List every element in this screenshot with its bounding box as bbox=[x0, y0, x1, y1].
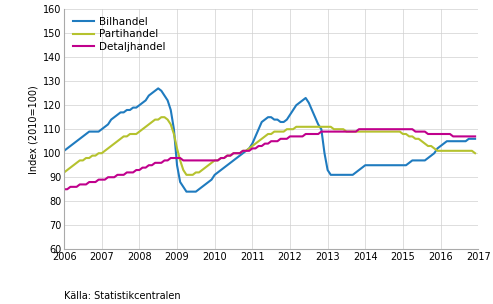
Line: Partihandel: Partihandel bbox=[64, 117, 475, 175]
Detaljhandel bbox=[397, 127, 403, 131]
Bilhandel bbox=[111, 116, 117, 119]
Detaljhandel bbox=[394, 127, 400, 131]
Bilhandel bbox=[472, 137, 478, 141]
Partihandel bbox=[400, 132, 406, 136]
Bilhandel bbox=[206, 180, 211, 184]
Bilhandel bbox=[155, 87, 161, 90]
Legend: Bilhandel, Partihandel, Detaljhandel: Bilhandel, Partihandel, Detaljhandel bbox=[73, 17, 166, 52]
Bilhandel bbox=[61, 149, 67, 153]
Bilhandel bbox=[397, 164, 403, 167]
Bilhandel bbox=[96, 130, 102, 133]
Partihandel bbox=[183, 173, 189, 177]
Partihandel bbox=[472, 151, 478, 155]
Detaljhandel bbox=[96, 178, 102, 181]
Partihandel bbox=[96, 151, 102, 155]
Detaljhandel bbox=[187, 159, 193, 162]
Y-axis label: Index (2010=100): Index (2010=100) bbox=[29, 85, 38, 174]
Partihandel bbox=[193, 171, 199, 174]
Detaljhandel bbox=[356, 127, 362, 131]
Detaljhandel bbox=[199, 159, 205, 162]
Detaljhandel bbox=[472, 135, 478, 138]
Partihandel bbox=[61, 171, 67, 174]
Line: Detaljhandel: Detaljhandel bbox=[64, 129, 475, 189]
Bilhandel bbox=[400, 164, 406, 167]
Text: Källa: Statistikcentralen: Källa: Statistikcentralen bbox=[64, 291, 181, 301]
Bilhandel bbox=[193, 190, 199, 193]
Detaljhandel bbox=[61, 187, 67, 191]
Detaljhandel bbox=[111, 175, 117, 179]
Partihandel bbox=[397, 130, 403, 133]
Partihandel bbox=[111, 142, 117, 145]
Partihandel bbox=[206, 164, 211, 167]
Partihandel bbox=[158, 116, 164, 119]
Bilhandel bbox=[183, 190, 189, 193]
Line: Bilhandel: Bilhandel bbox=[64, 88, 475, 192]
